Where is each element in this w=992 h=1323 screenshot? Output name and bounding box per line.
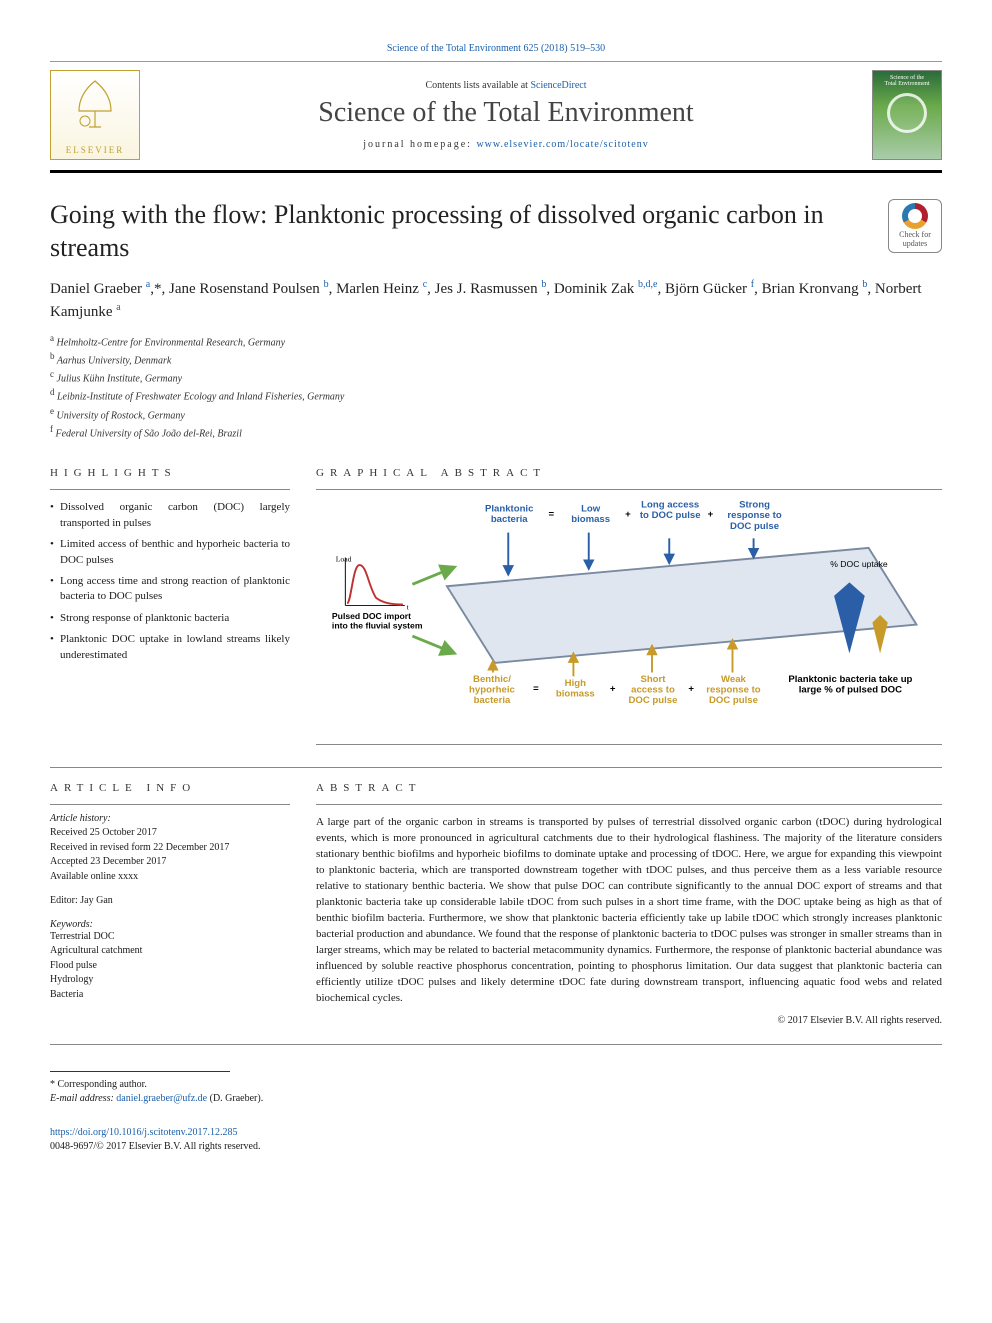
keyword-item: Agricultural catchment <box>50 944 290 959</box>
email-suffix: (D. Graeber). <box>207 1093 263 1104</box>
journal-name: Science of the Total Environment <box>154 97 858 129</box>
ga-top-node-1: Low biomass <box>562 504 619 525</box>
history-line: Received in revised form 22 December 201… <box>50 841 290 856</box>
doi-block: https://doi.org/10.1016/j.scitotenv.2017… <box>50 1126 942 1154</box>
highlight-item: Planktonic DOC uptake in lowland streams… <box>50 632 290 663</box>
affiliation-line: b Aarhus University, Denmark <box>50 350 942 368</box>
ga-bot-node-1: High biomass <box>547 679 605 700</box>
affiliation-line: a Helmholtz-Centre for Environmental Res… <box>50 332 942 350</box>
graphical-abstract-label: GRAPHICAL ABSTRACT <box>316 467 942 479</box>
keyword-item: Flood pulse <box>50 959 290 974</box>
pulse-box-label: Pulsed DOC import into the fluvial syste… <box>332 612 424 631</box>
ga-eq-top: = <box>549 510 555 521</box>
graphical-abstract-svg: Load t Pulsed DOC import into the fluvia… <box>320 500 938 730</box>
ga-bot-node-3: Weak response to DOC pulse <box>702 675 765 707</box>
ga-plus-top-1: + <box>625 510 631 521</box>
elsevier-label: ELSEVIER <box>66 145 125 155</box>
author-list: Daniel Graeber a,*, Jane Rosenstand Poul… <box>50 278 942 324</box>
ga-top-node-0: Planktonic bacteria <box>476 504 543 525</box>
affiliations: a Helmholtz-Centre for Environmental Res… <box>50 332 942 442</box>
keywords-body: Terrestrial DOCAgricultural catchmentFlo… <box>50 930 290 1003</box>
ga-top-node-3: Strong response to DOC pulse <box>721 500 788 532</box>
doi-link[interactable]: https://doi.org/10.1016/j.scitotenv.2017… <box>50 1127 238 1138</box>
pulse-y-label: Load <box>336 555 352 564</box>
highlights-list: Dissolved organic carbon (DOC) largely t… <box>50 500 290 663</box>
ga-plus-bot-1: + <box>610 684 616 695</box>
abstract-label: ABSTRACT <box>316 782 942 794</box>
corresponding-footnote: * Corresponding author. E-mail address: … <box>50 1078 942 1106</box>
check-updates-badge[interactable]: Check for updates <box>888 199 942 253</box>
affiliation-line: d Leibniz-Institute of Freshwater Ecolog… <box>50 386 942 404</box>
elsevier-tree-icon <box>65 77 125 131</box>
keyword-item: Terrestrial DOC <box>50 930 290 945</box>
ga-conclusion: Planktonic bacteria take up large % of p… <box>779 675 923 696</box>
journal-cover-thumb: Science of the Total Environment <box>872 70 942 160</box>
article-info-label: ARTICLE INFO <box>50 782 290 794</box>
highlight-item: Dissolved organic carbon (DOC) largely t… <box>50 500 290 531</box>
history-label: Article history: <box>50 813 290 824</box>
pulse-x-label: t <box>407 603 410 612</box>
ga-bot-node-0: Benthic/ hyporheic bacteria <box>457 675 528 707</box>
contents-line: Contents lists available at ScienceDirec… <box>154 80 858 91</box>
sciencedirect-link[interactable]: ScienceDirect <box>530 80 586 91</box>
journal-ref-bar: Science of the Total Environment 625 (20… <box>50 40 942 55</box>
keywords-label: Keywords: <box>50 919 290 930</box>
keyword-item: Hydrology <box>50 973 290 988</box>
abstract-copyright: © 2017 Elsevier B.V. All rights reserved… <box>316 1015 942 1026</box>
email-label: E-mail address: <box>50 1093 116 1104</box>
cover-label-bottom: Total Environment <box>884 81 929 87</box>
history-line: Received 25 October 2017 <box>50 826 290 841</box>
abstract-text: A large part of the organic carbon in st… <box>316 815 942 1006</box>
uptake-label: % DOC uptake <box>830 560 888 570</box>
ga-plus-bot-2: + <box>688 684 694 695</box>
crossmark-icon <box>902 203 928 229</box>
masthead: ELSEVIER Contents lists available at Sci… <box>50 61 942 173</box>
affiliation-line: c Julius Kühn Institute, Germany <box>50 368 942 386</box>
corresponding-email-link[interactable]: daniel.graeber@ufz.de <box>116 1093 207 1104</box>
history-line: Available online xxxx <box>50 870 290 885</box>
journal-ref-link[interactable]: Science of the Total Environment 625 (20… <box>387 43 605 54</box>
issn-line: 0048-9697/© 2017 Elsevier B.V. All right… <box>50 1141 260 1152</box>
uptake-bar-benthic <box>872 615 887 653</box>
highlight-item: Long access time and strong reaction of … <box>50 574 290 605</box>
keyword-item: Bacteria <box>50 988 290 1003</box>
ga-bot-node-2: Short access to DOC pulse <box>623 675 682 707</box>
ga-plus-top-2: + <box>708 510 714 521</box>
highlight-item: Limited access of benthic and hyporheic … <box>50 537 290 568</box>
ga-top-node-2: Long access to DOC pulse <box>639 500 702 521</box>
elsevier-logo: ELSEVIER <box>50 70 140 160</box>
history-body: Received 25 October 2017Received in revi… <box>50 826 290 884</box>
check-updates-label: Check for updates <box>889 231 941 249</box>
ga-eq-bot: = <box>533 684 539 695</box>
highlight-item: Strong response of planktonic bacteria <box>50 611 290 626</box>
article-title: Going with the flow: Planktonic processi… <box>50 199 870 264</box>
highlights-label: HIGHLIGHTS <box>50 467 290 479</box>
pulse-curve <box>347 566 403 605</box>
graphical-abstract: Load t Pulsed DOC import into the fluvia… <box>316 489 942 745</box>
corresponding-label: * Corresponding author. <box>50 1078 942 1092</box>
editor-line: Editor: Jay Gan <box>50 894 290 909</box>
arrow-in-top <box>412 568 454 585</box>
affiliation-line: f Federal University of São João del-Rei… <box>50 423 942 441</box>
journal-homepage-link[interactable]: www.elsevier.com/locate/scitotenv <box>476 139 648 150</box>
journal-homepage-line: journal homepage: www.elsevier.com/locat… <box>154 139 858 150</box>
history-line: Accepted 23 December 2017 <box>50 855 290 870</box>
affiliation-line: e University of Rostock, Germany <box>50 405 942 423</box>
